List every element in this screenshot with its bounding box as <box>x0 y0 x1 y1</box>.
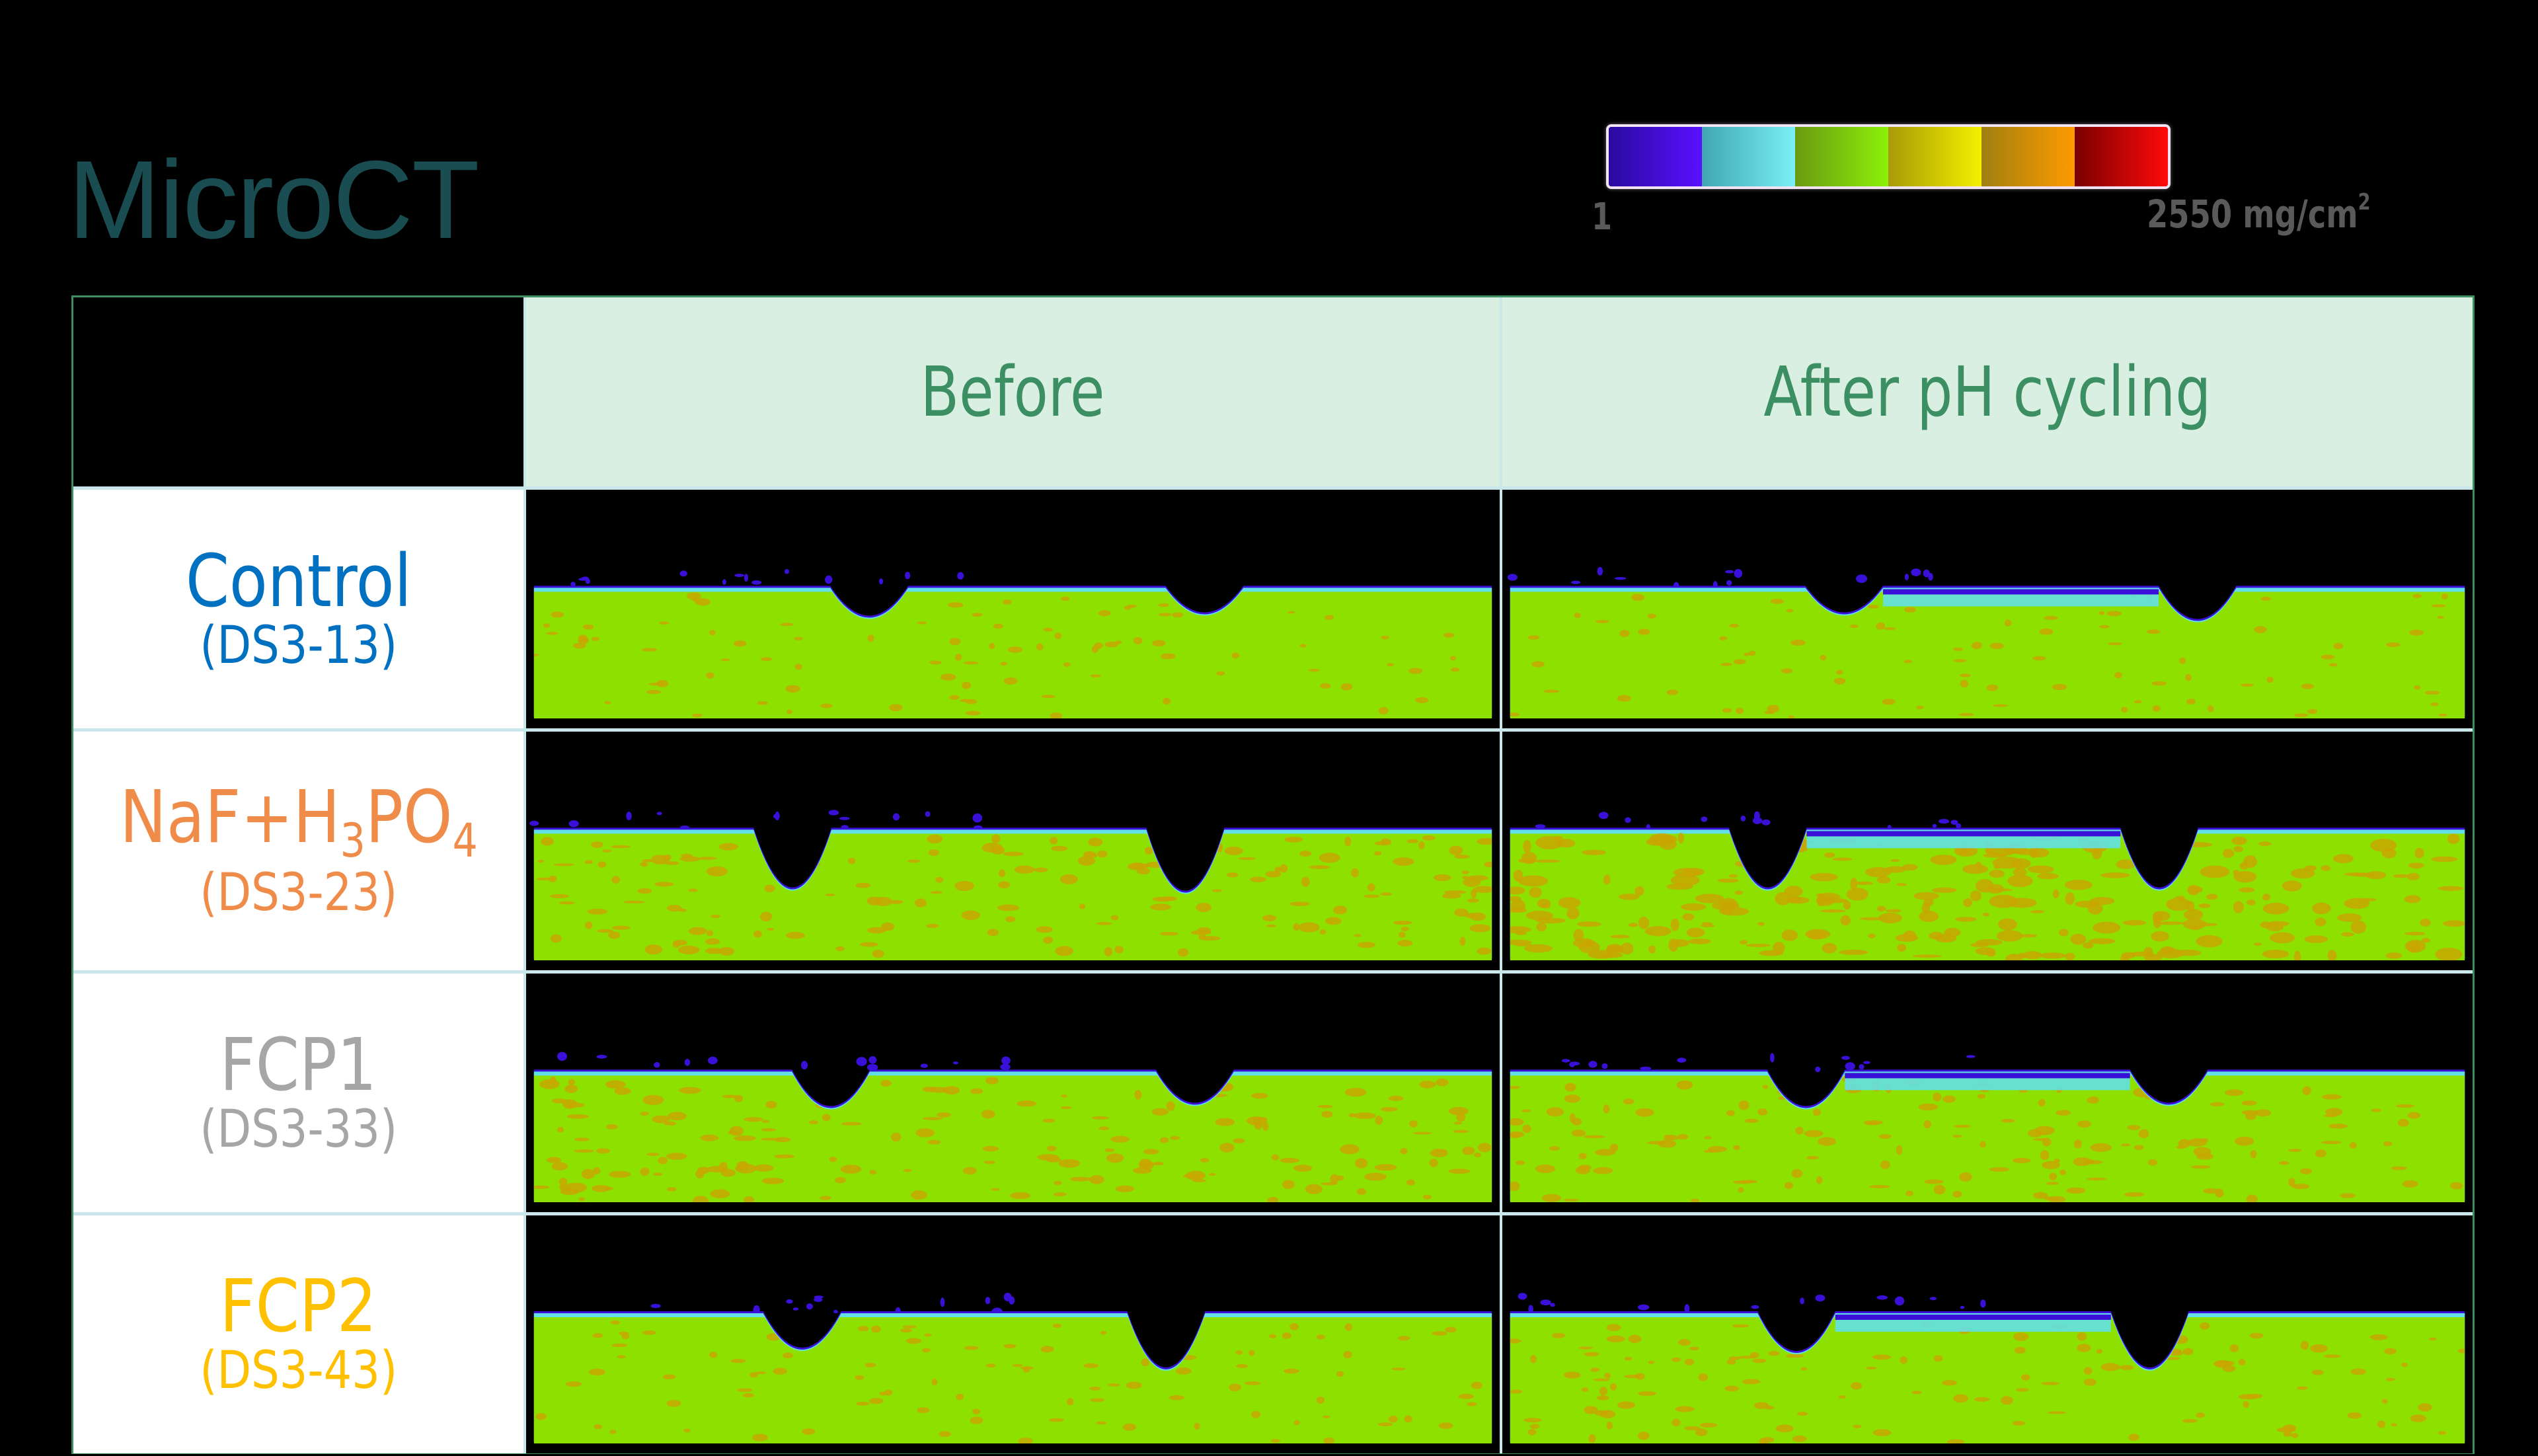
microct-comparison-table: Before After pH cycling Control (DS3-13) <box>71 295 2475 1454</box>
color-seg-orange <box>1981 127 2075 186</box>
microct-image-fcp2-before <box>526 1215 1502 1453</box>
scale-min-label: 1 <box>1592 196 1613 239</box>
column-header-after: After pH cycling <box>1502 297 2473 490</box>
color-seg-green <box>1795 127 1888 186</box>
sample-code: (DS3-13) <box>200 615 397 675</box>
sample-code: (DS3-33) <box>200 1099 397 1159</box>
row-label-control: Control (DS3-13) <box>73 490 526 732</box>
scale-max-value: 2550 mg/cm <box>2147 192 2358 237</box>
treatment-name: Control <box>185 538 412 623</box>
microct-slice-graphic <box>1510 1053 2465 1202</box>
color-seg-yellow <box>1888 127 1981 186</box>
microct-slice-graphic <box>1510 1293 2465 1443</box>
microct-slice-graphic <box>533 1292 1492 1443</box>
microct-image-control-before <box>526 490 1502 732</box>
color-seg-cyan <box>1702 127 1795 186</box>
microct-image-naf-before <box>526 732 1502 974</box>
color-seg-red <box>2075 127 2168 186</box>
table-corner-cell <box>73 297 526 490</box>
formula-subscript: 4 <box>452 814 478 868</box>
row-label-fcp1: FCP1 (DS3-33) <box>73 974 526 1215</box>
row-label-fcp2: FCP2 (DS3-43) <box>73 1215 526 1453</box>
row-label-naf-h3po4: NaF+H3PO4 (DS3-23) <box>73 732 526 974</box>
scale-unit-superscript: 2 <box>2358 189 2371 215</box>
sample-code: (DS3-23) <box>200 862 397 923</box>
formula-subscript: 3 <box>340 814 365 868</box>
page-title: MicroCT <box>68 137 480 262</box>
microct-slice-graphic <box>1507 566 2465 718</box>
microct-image-fcp2-after <box>1502 1215 2473 1453</box>
microct-slice-graphic <box>529 810 1492 960</box>
color-scale-bar <box>1606 124 2171 189</box>
column-header-before: Before <box>526 297 1502 490</box>
color-seg-purple <box>1609 127 1702 186</box>
microct-image-fcp1-before <box>526 974 1502 1215</box>
microct-image-control-after <box>1502 490 2473 732</box>
treatment-name: NaF+H3PO4 <box>120 780 478 864</box>
scale-max-label: 2550 mg/cm2 <box>2147 189 2371 237</box>
column-header-label: After pH cycling <box>1763 352 2211 432</box>
microct-image-naf-after <box>1502 732 2473 974</box>
formula-part: PO <box>365 775 453 860</box>
microct-image-fcp1-after <box>1502 974 2473 1215</box>
column-header-label: Before <box>921 352 1105 432</box>
formula-part: NaF+H <box>119 775 340 860</box>
microct-slice-graphic <box>533 1052 1492 1202</box>
microct-slice-graphic <box>1510 811 2465 960</box>
microct-slice-graphic <box>533 568 1492 718</box>
treatment-name: FCP1 <box>219 1022 377 1107</box>
treatment-name: FCP2 <box>219 1264 377 1348</box>
sample-code: (DS3-43) <box>200 1341 397 1401</box>
